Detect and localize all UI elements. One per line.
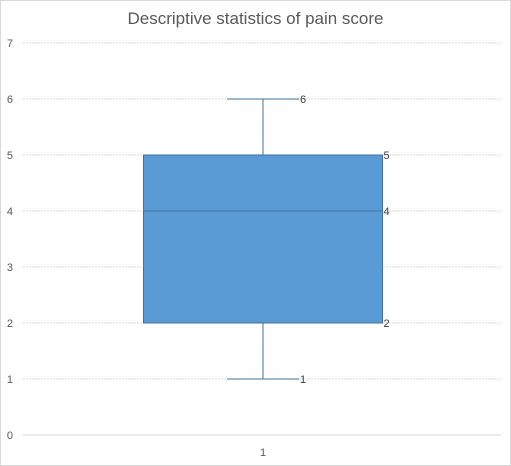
data-label-max: 6 bbox=[300, 94, 306, 106]
data-label-median: 4 bbox=[384, 206, 390, 218]
y-tick-label: 2 bbox=[7, 318, 13, 330]
x-tick-label: 1 bbox=[260, 447, 266, 459]
chart-title: Descriptive statistics of pain score bbox=[127, 9, 384, 28]
data-label-q3: 5 bbox=[384, 150, 390, 162]
y-tick-label: 6 bbox=[7, 94, 13, 106]
y-tick-label: 5 bbox=[7, 150, 13, 162]
data-label-q1: 2 bbox=[384, 318, 390, 330]
y-tick-label: 7 bbox=[7, 38, 13, 50]
y-tick-label: 1 bbox=[7, 374, 13, 386]
data-label-min: 1 bbox=[300, 374, 306, 386]
y-tick-label: 3 bbox=[7, 262, 13, 274]
box-q1-q3 bbox=[143, 154, 383, 324]
y-tick-label: 4 bbox=[7, 206, 13, 218]
y-tick-label: 0 bbox=[7, 430, 13, 442]
